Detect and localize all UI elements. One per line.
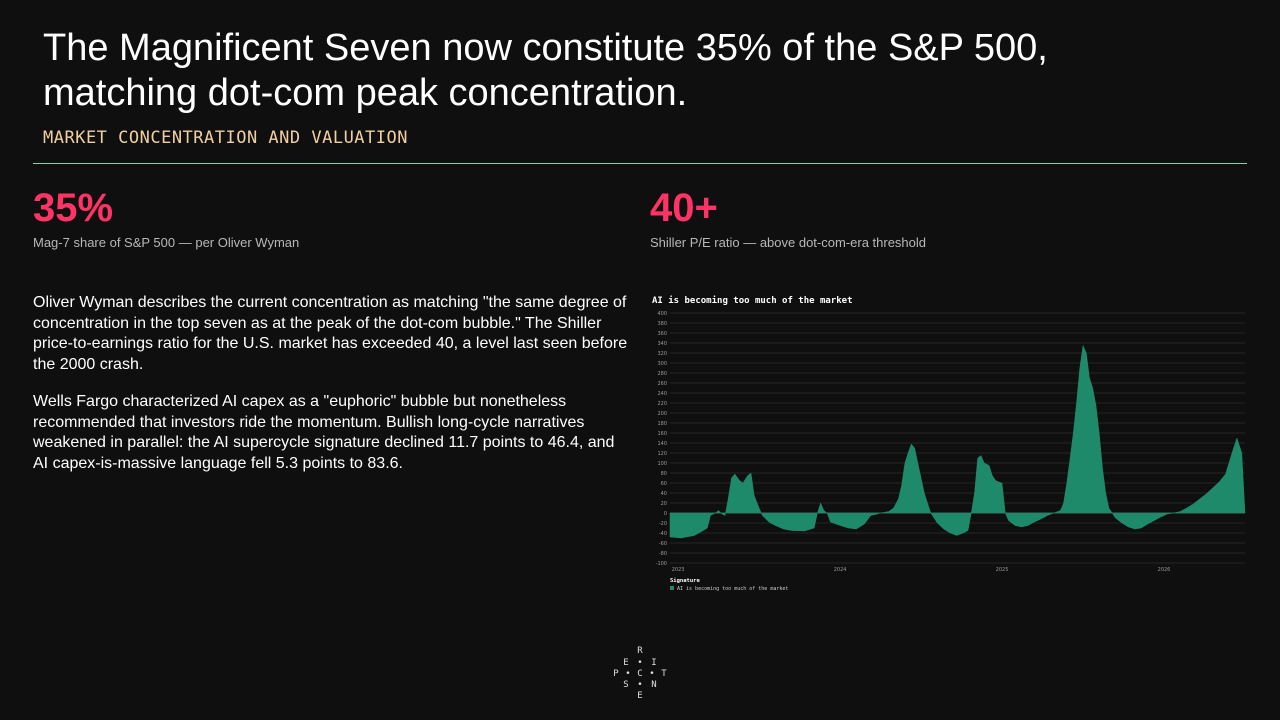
legend-title: Signature (670, 578, 700, 584)
logo-letter: E (637, 691, 643, 701)
divider (33, 163, 1247, 164)
logo-letter: R (637, 646, 643, 656)
stat-value-concentration: 35% (33, 186, 114, 230)
logo-letter: N (651, 680, 657, 690)
y-tick-label: 0 (664, 511, 667, 517)
y-tick-label: 100 (657, 461, 667, 467)
y-tick-label: -20 (659, 521, 667, 527)
y-tick-label: -40 (659, 531, 667, 537)
y-tick-label: 240 (657, 391, 667, 397)
legend-swatch (670, 586, 674, 590)
y-tick-label: 360 (657, 331, 667, 337)
y-tick-label: 340 (657, 341, 667, 347)
x-tick-label: 2025 (996, 567, 1009, 573)
y-tick-label: 220 (657, 401, 667, 407)
page-title: The Magnificent Seven now constitute 35%… (43, 26, 1243, 116)
logo-dot: • (637, 658, 643, 668)
section-label: MARKET CONCENTRATION AND VALUATION (43, 128, 408, 148)
body-paragraph-2: Wells Fargo characterized AI capex as a … (33, 393, 615, 472)
x-tick-label: 2026 (1158, 567, 1171, 573)
logo-dot: • (637, 680, 643, 690)
logo-letter: C (637, 669, 643, 679)
y-tick-label: 180 (657, 421, 667, 427)
y-tick-label: 40 (661, 491, 667, 497)
y-tick-label: 280 (657, 371, 667, 377)
y-tick-label: 80 (661, 471, 667, 477)
y-tick-label: 320 (657, 351, 667, 357)
stat-value-shiller-pe: 40+ (650, 186, 718, 230)
y-tick-label: 20 (661, 501, 667, 507)
logo-letter: E (623, 658, 629, 668)
series-area (669, 344, 1246, 539)
logo-dot: • (649, 669, 655, 679)
y-tick-label: -80 (659, 551, 667, 557)
legend-label: AI is becoming too much of the market (677, 586, 788, 592)
logo: R E • I P • C • T S • N E (610, 645, 670, 705)
stat-label-concentration: Mag-7 share of S&P 500 — per Oliver Wyma… (33, 235, 300, 250)
x-tick-label: 2023 (672, 567, 685, 573)
y-tick-label: 300 (657, 361, 667, 367)
y-tick-label: -100 (656, 561, 667, 567)
body-text: Oliver Wyman describes the current conce… (33, 293, 633, 491)
y-tick-label: 260 (657, 381, 667, 387)
y-tick-label: -60 (659, 541, 667, 547)
chart-svg: AI is becoming too much of the market -10… (652, 295, 1246, 592)
logo-letter: P (613, 669, 619, 679)
x-tick-label: 2024 (834, 567, 847, 573)
y-tick-label: 140 (657, 441, 667, 447)
y-tick-label: 380 (657, 321, 667, 327)
logo-letter: I (651, 658, 657, 668)
y-tick-label: 120 (657, 451, 667, 457)
y-tick-label: 400 (657, 311, 667, 317)
chart-title: AI is becoming too much of the market (652, 295, 852, 306)
y-tick-label: 200 (657, 411, 667, 417)
stat-label-shiller-pe: Shiller P/E ratio — above dot-com-era th… (650, 235, 927, 250)
page-title-line-2: matching dot-com peak concentration. (43, 72, 688, 114)
logo-dot: • (625, 669, 631, 679)
page-title-line-1: The Magnificent Seven now constitute 35%… (43, 27, 1048, 69)
logo-letter: T (661, 669, 667, 679)
chart: AI is becoming too much of the market -10… (648, 290, 1248, 595)
y-tick-label: 160 (657, 431, 667, 437)
y-tick-label: 60 (661, 481, 667, 487)
logo-letter: S (623, 680, 629, 690)
body-paragraph-1: Oliver Wyman describes the current conce… (33, 294, 628, 373)
